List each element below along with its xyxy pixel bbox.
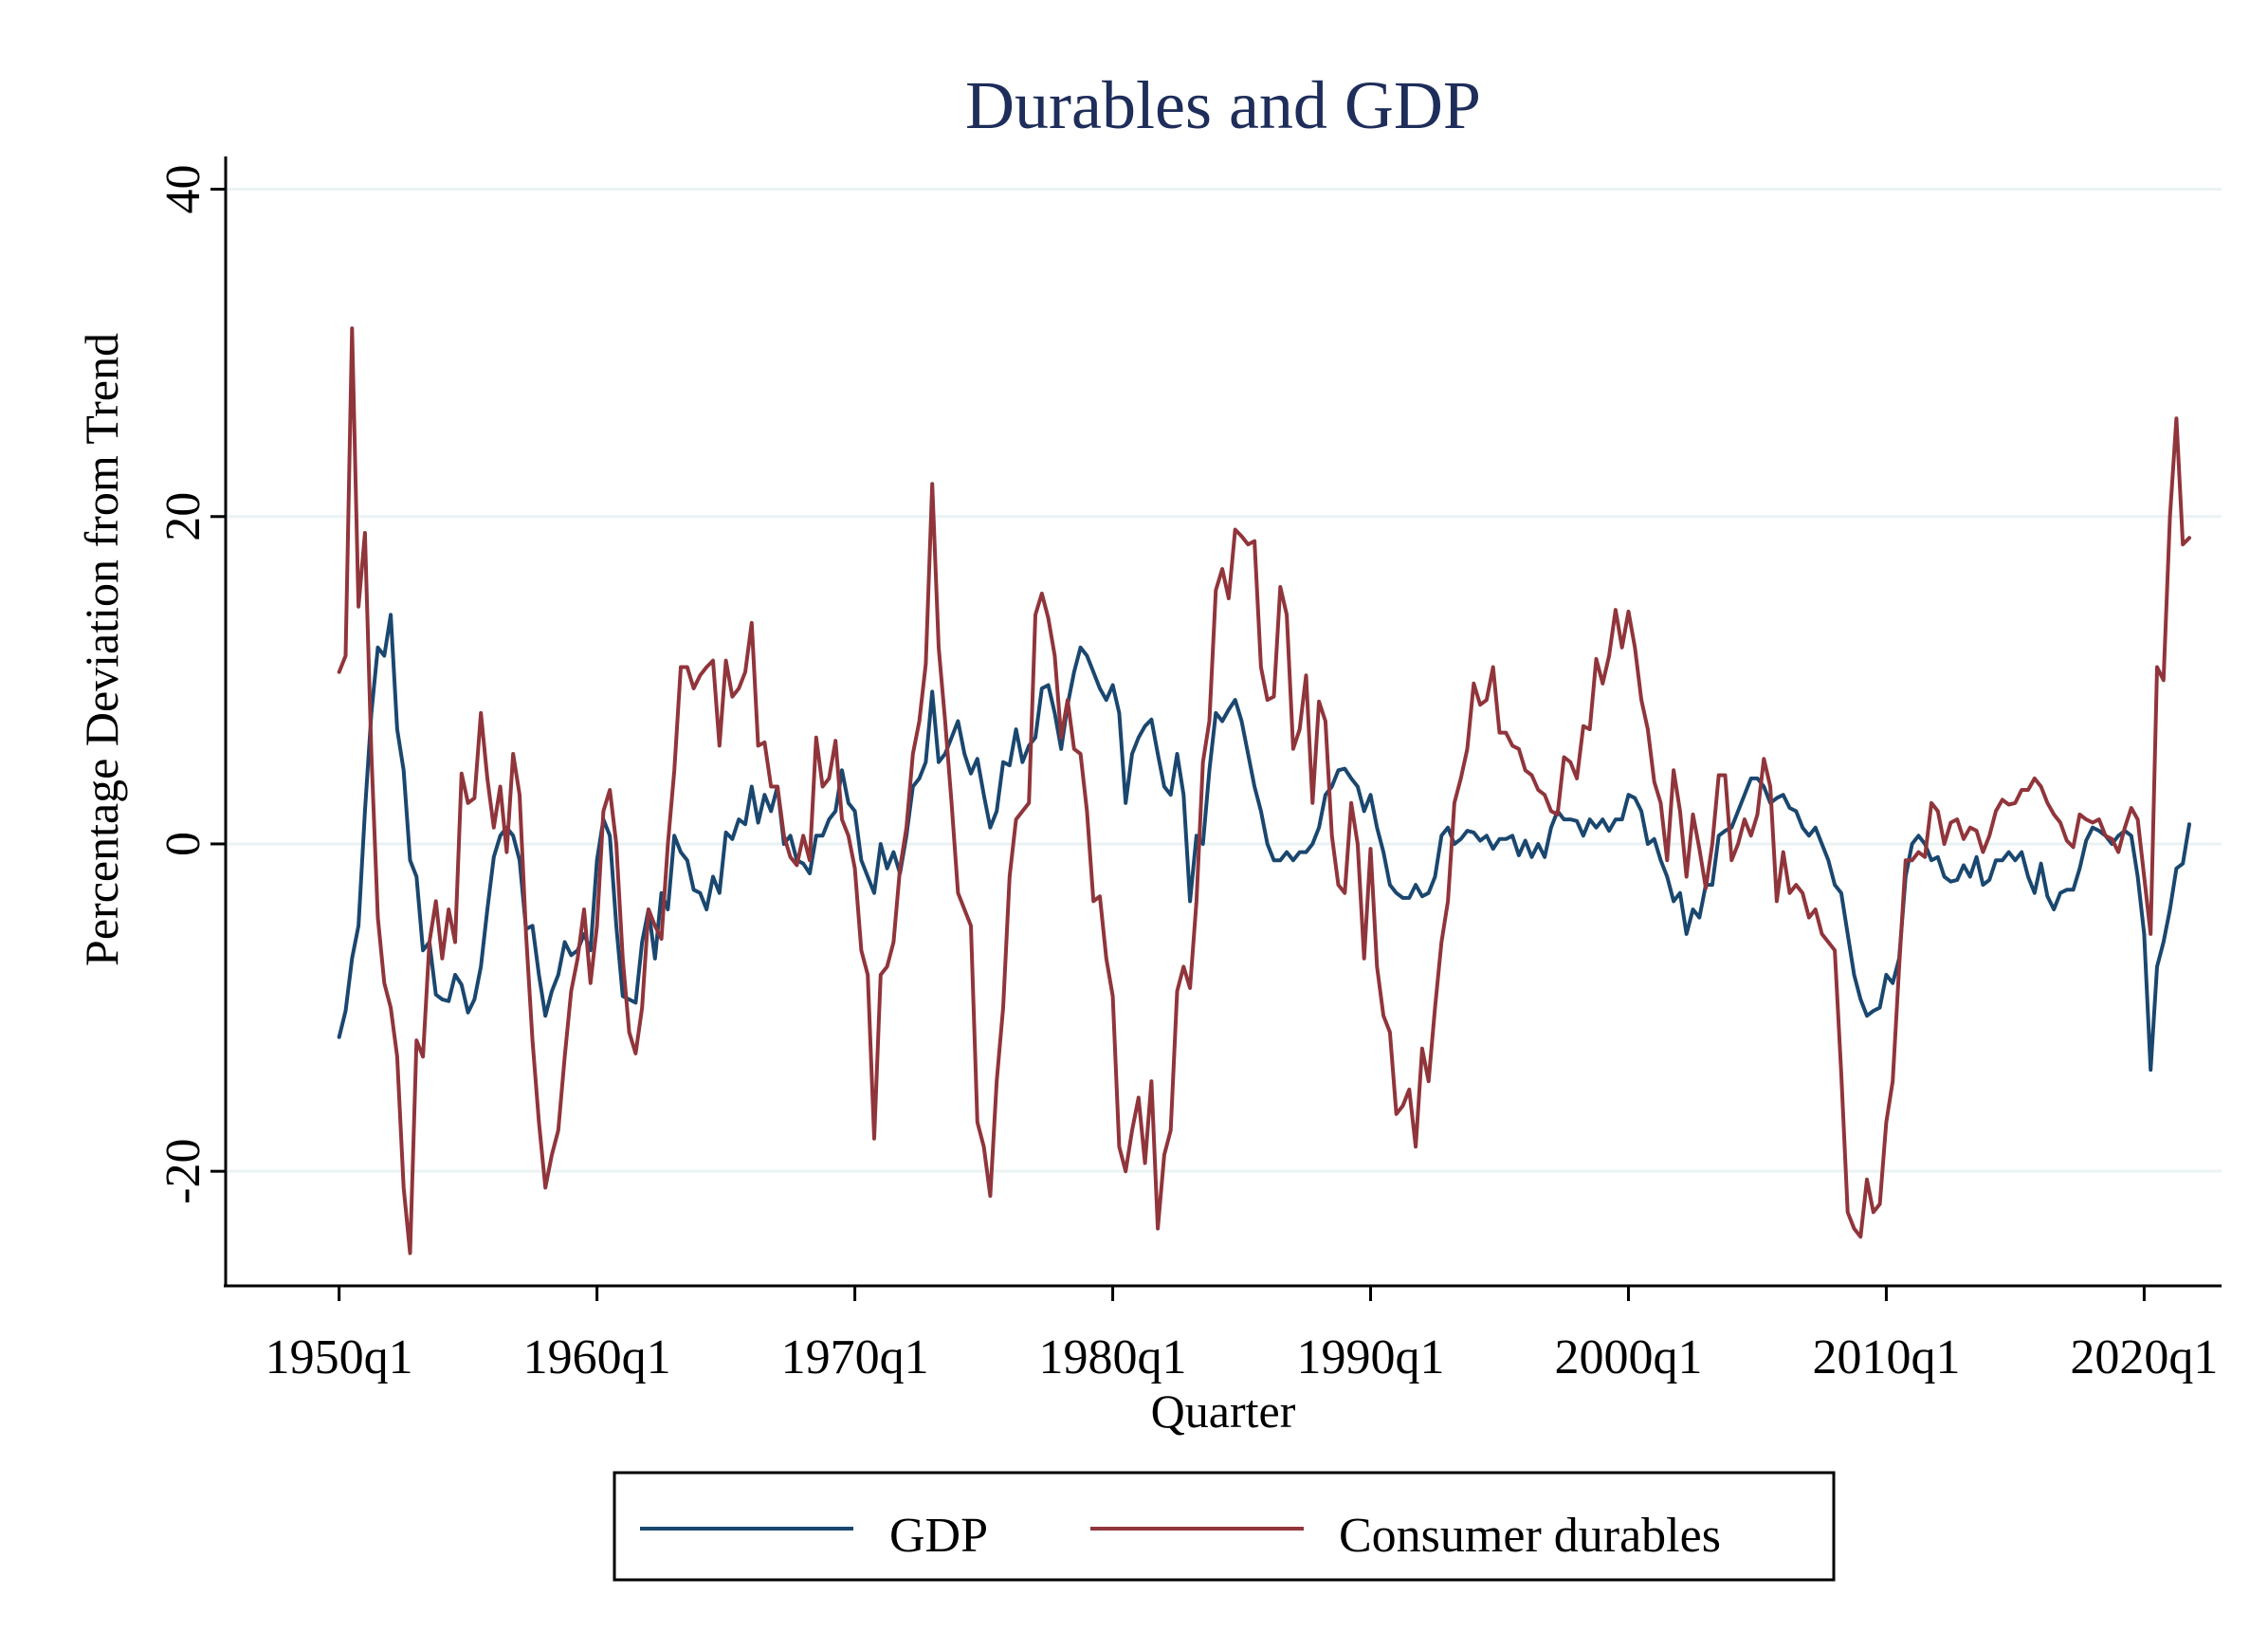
series-line-consumer-durables: [337, 326, 2191, 1256]
x-tick-label: 1990q1: [1297, 1330, 1445, 1384]
legend: GDP Consumer durables: [613, 1471, 1836, 1582]
y-axis-label: Percentage Deviation from Trend: [75, 333, 128, 966]
series-lines: [337, 326, 2191, 1256]
x-tick-label: 2020q1: [2070, 1330, 2218, 1384]
x-tick-label: 1950q1: [265, 1330, 413, 1384]
y-tick-label: 20: [156, 492, 210, 541]
chart-title: Durables and GDP: [965, 67, 1481, 143]
y-tick-label: 0: [156, 832, 210, 856]
x-tick-label: 1970q1: [781, 1330, 929, 1384]
x-axis-ticks: 1950q1 1960q1 1970q1 1980q1 1990q1 2000q1 2010…: [265, 1286, 2218, 1384]
x-tick-label: 1960q1: [523, 1330, 671, 1384]
x-tick-label: 2010q1: [1812, 1330, 1960, 1384]
x-axis-label: Quarter: [1151, 1384, 1296, 1438]
legend-label-consumer-durables: Consumer durables: [1339, 1509, 1721, 1563]
legend-label-gdp: GDP: [889, 1509, 988, 1563]
x-tick-label: 1980q1: [1039, 1330, 1187, 1384]
legend-box: [613, 1471, 1836, 1582]
x-tick-label: 2000q1: [1554, 1330, 1702, 1384]
y-tick-label: 40: [156, 165, 210, 214]
gridlines: [228, 188, 2222, 1173]
y-axis-ticks: -20 0 20 40: [156, 165, 226, 1204]
y-tick-label: -20: [156, 1139, 210, 1204]
